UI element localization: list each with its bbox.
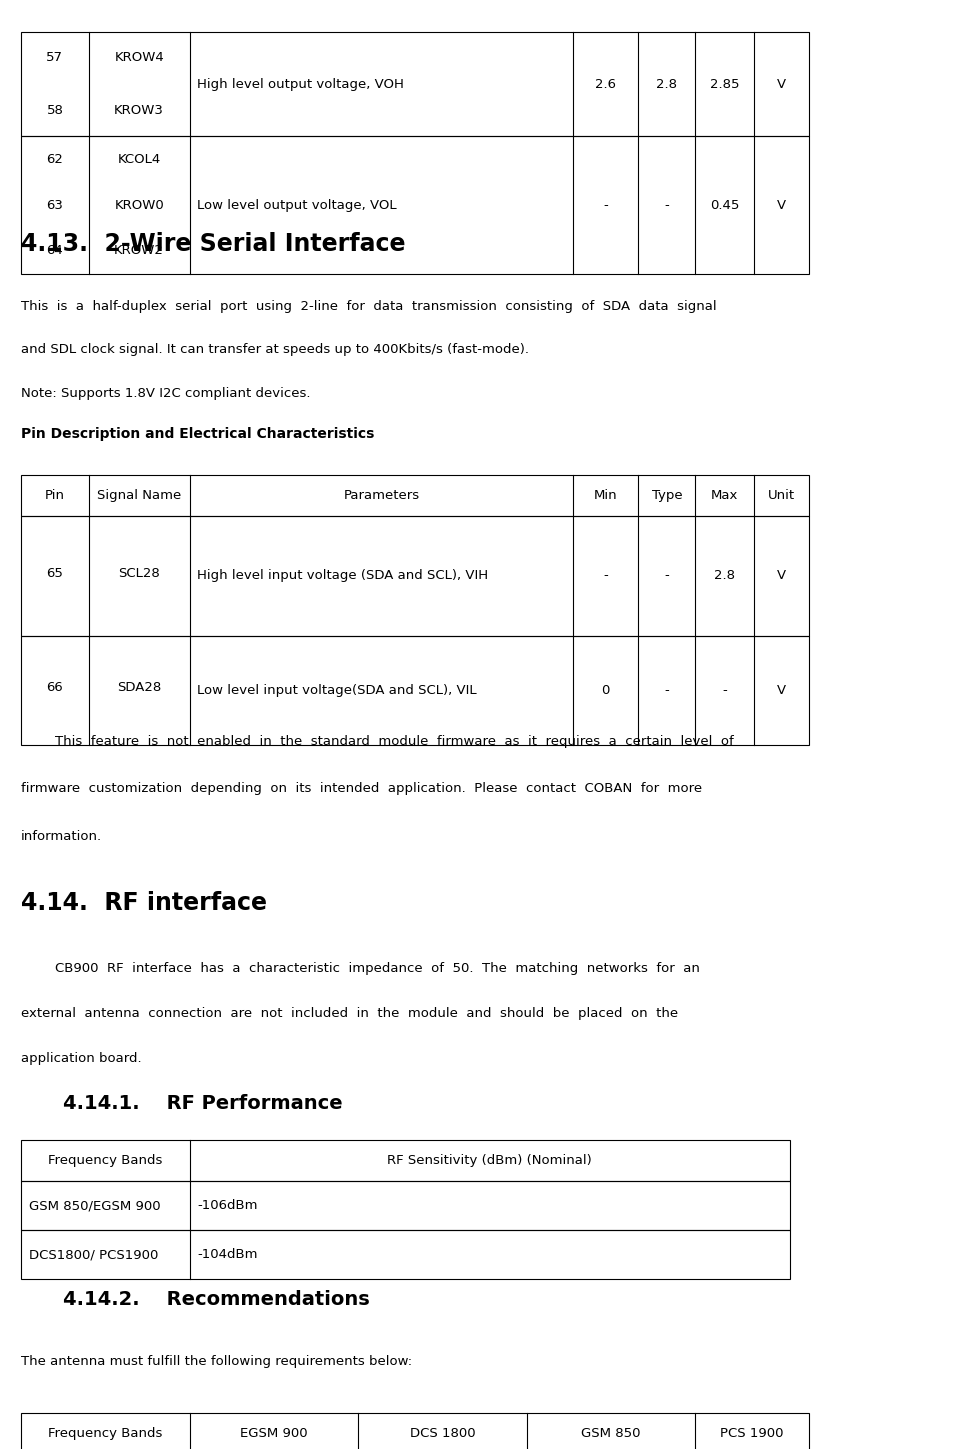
Text: 4.13.  2-Wire Serial Interface: 4.13. 2-Wire Serial Interface (21, 232, 405, 256)
Text: DCS 1800: DCS 1800 (409, 1427, 476, 1439)
Text: High level output voltage, VOH: High level output voltage, VOH (197, 78, 404, 90)
Text: Unit: Unit (768, 490, 795, 501)
Text: 62: 62 (46, 152, 64, 165)
Bar (21, 1181, 790, 1230)
Text: -106dBm: -106dBm (197, 1200, 258, 1211)
Text: Low level input voltage(SDA and SCL), VIL: Low level input voltage(SDA and SCL), VI… (197, 684, 477, 697)
Bar (21, 136, 809, 274)
Text: Signal Name: Signal Name (97, 490, 181, 501)
Text: KCOL4: KCOL4 (117, 152, 161, 165)
Text: application board.: application board. (21, 1052, 142, 1065)
Text: -: - (604, 569, 608, 582)
Text: KROW3: KROW3 (115, 104, 164, 116)
Text: V: V (777, 569, 786, 582)
Text: KROW2: KROW2 (115, 245, 164, 258)
Text: GSM 850: GSM 850 (582, 1427, 640, 1439)
Text: 4.14.  RF interface: 4.14. RF interface (21, 891, 267, 916)
Text: 4.14.1.    RF Performance: 4.14.1. RF Performance (63, 1094, 342, 1113)
Text: High level input voltage (SDA and SCL), VIH: High level input voltage (SDA and SCL), … (197, 569, 488, 582)
Bar (21, 32, 809, 136)
Text: Low level output voltage, VOL: Low level output voltage, VOL (197, 199, 397, 212)
Text: Frequency Bands: Frequency Bands (48, 1155, 163, 1166)
Text: 63: 63 (46, 199, 64, 212)
Text: KROW4: KROW4 (115, 52, 164, 64)
Text: 4.14.2.    Recommendations: 4.14.2. Recommendations (63, 1290, 370, 1308)
Bar (21, 1230, 790, 1279)
Bar (21, 636, 809, 745)
Text: 0.45: 0.45 (710, 199, 740, 212)
Text: PCS 1900: PCS 1900 (720, 1427, 784, 1439)
Text: V: V (777, 684, 786, 697)
Text: RF Sensitivity (dBm) (Nominal): RF Sensitivity (dBm) (Nominal) (387, 1155, 592, 1166)
Text: 2.8: 2.8 (715, 569, 735, 582)
Text: 64: 64 (46, 245, 64, 258)
Text: Note: Supports 1.8V I2C compliant devices.: Note: Supports 1.8V I2C compliant device… (21, 387, 311, 400)
Text: 2.8: 2.8 (657, 78, 677, 90)
Text: V: V (777, 199, 786, 212)
Text: 58: 58 (46, 104, 64, 116)
Text: EGSM 900: EGSM 900 (240, 1427, 308, 1439)
Bar (21, 475, 809, 516)
Text: DCS1800/ PCS1900: DCS1800/ PCS1900 (29, 1249, 158, 1261)
Text: CB900  RF  interface  has  a  characteristic  impedance  of  50.  The  matching : CB900 RF interface has a characteristic … (21, 962, 700, 975)
Text: This  is  a  half-duplex  serial  port  using  2-line  for  data  transmission  : This is a half-duplex serial port using … (21, 300, 716, 313)
Text: Parameters: Parameters (343, 490, 420, 501)
Text: GSM 850/EGSM 900: GSM 850/EGSM 900 (29, 1200, 161, 1211)
Text: KROW0: KROW0 (115, 199, 164, 212)
Text: This  feature  is  not  enabled  in  the  standard  module  firmware  as  it  re: This feature is not enabled in the stand… (21, 735, 734, 748)
Text: -104dBm: -104dBm (197, 1249, 258, 1261)
Text: and SDL clock signal. It can transfer at speeds up to 400Kbits/s (fast-mode).: and SDL clock signal. It can transfer at… (21, 343, 530, 356)
Text: Pin Description and Electrical Characteristics: Pin Description and Electrical Character… (21, 427, 375, 442)
Text: -: - (664, 199, 669, 212)
Bar (21, 1140, 790, 1181)
Text: Pin: Pin (45, 490, 65, 501)
Text: information.: information. (21, 830, 102, 843)
Text: SCL28: SCL28 (118, 567, 160, 580)
Text: 65: 65 (46, 567, 64, 580)
Text: V: V (777, 78, 786, 90)
Text: SDA28: SDA28 (117, 681, 161, 694)
Text: external  antenna  connection  are  not  included  in  the  module  and  should : external antenna connection are not incl… (21, 1007, 678, 1020)
Bar (21, 516, 809, 636)
Bar (21, 1413, 809, 1449)
Text: Max: Max (711, 490, 739, 501)
Text: -: - (604, 199, 608, 212)
Text: 2.6: 2.6 (595, 78, 616, 90)
Text: 57: 57 (46, 52, 64, 64)
Text: Type: Type (652, 490, 682, 501)
Text: Min: Min (594, 490, 617, 501)
Text: 2.85: 2.85 (710, 78, 740, 90)
Text: -: - (664, 684, 669, 697)
Text: -: - (664, 569, 669, 582)
Text: 66: 66 (46, 681, 64, 694)
Text: The antenna must fulfill the following requirements below:: The antenna must fulfill the following r… (21, 1355, 412, 1368)
Text: -: - (722, 684, 727, 697)
Text: 0: 0 (602, 684, 610, 697)
Text: firmware  customization  depending  on  its  intended  application.  Please  con: firmware customization depending on its … (21, 782, 702, 796)
Text: Frequency Bands: Frequency Bands (48, 1427, 163, 1439)
